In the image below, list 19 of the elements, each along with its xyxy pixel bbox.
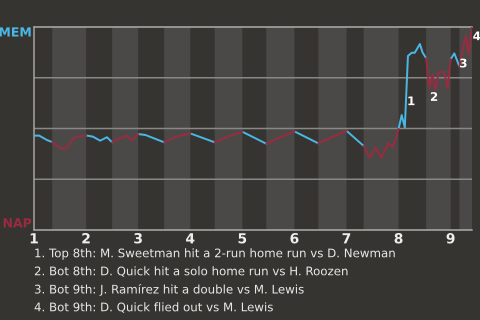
text: 3. Bot 9th: J. Ramírez hit a double vs M. Lewis: [34, 284, 304, 296]
annotation: 4: [473, 32, 480, 40]
text: MEM: [0, 27, 31, 36]
text: 4. Bot 9th: D. Quick flied out vs M. Lewis: [34, 302, 273, 313]
text: 2. Bot 8th: D. Quick hit a solo home run vs H. Roozen: [34, 266, 348, 277]
text: 1. Top 8th: M. Sweetman hit a 2-run home run vs D. Newman: [35, 248, 395, 260]
x-tick-label: 8: [394, 233, 403, 244]
annotation: 3: [460, 58, 467, 68]
x-tick-label: 9: [446, 233, 455, 244]
x-tick-label: 6: [290, 233, 298, 244]
x-tick-label: 5: [238, 233, 246, 244]
annotation: 1: [408, 96, 414, 106]
x-tick-label: 3: [134, 233, 142, 244]
x-tick-label: 2: [82, 233, 90, 244]
text: NAP: [4, 218, 32, 228]
annotation: 2: [430, 92, 438, 101]
x-tick-label: 4: [186, 233, 194, 244]
x-tick-label: 7: [342, 233, 350, 244]
x-tick-label: 1: [30, 233, 38, 244]
